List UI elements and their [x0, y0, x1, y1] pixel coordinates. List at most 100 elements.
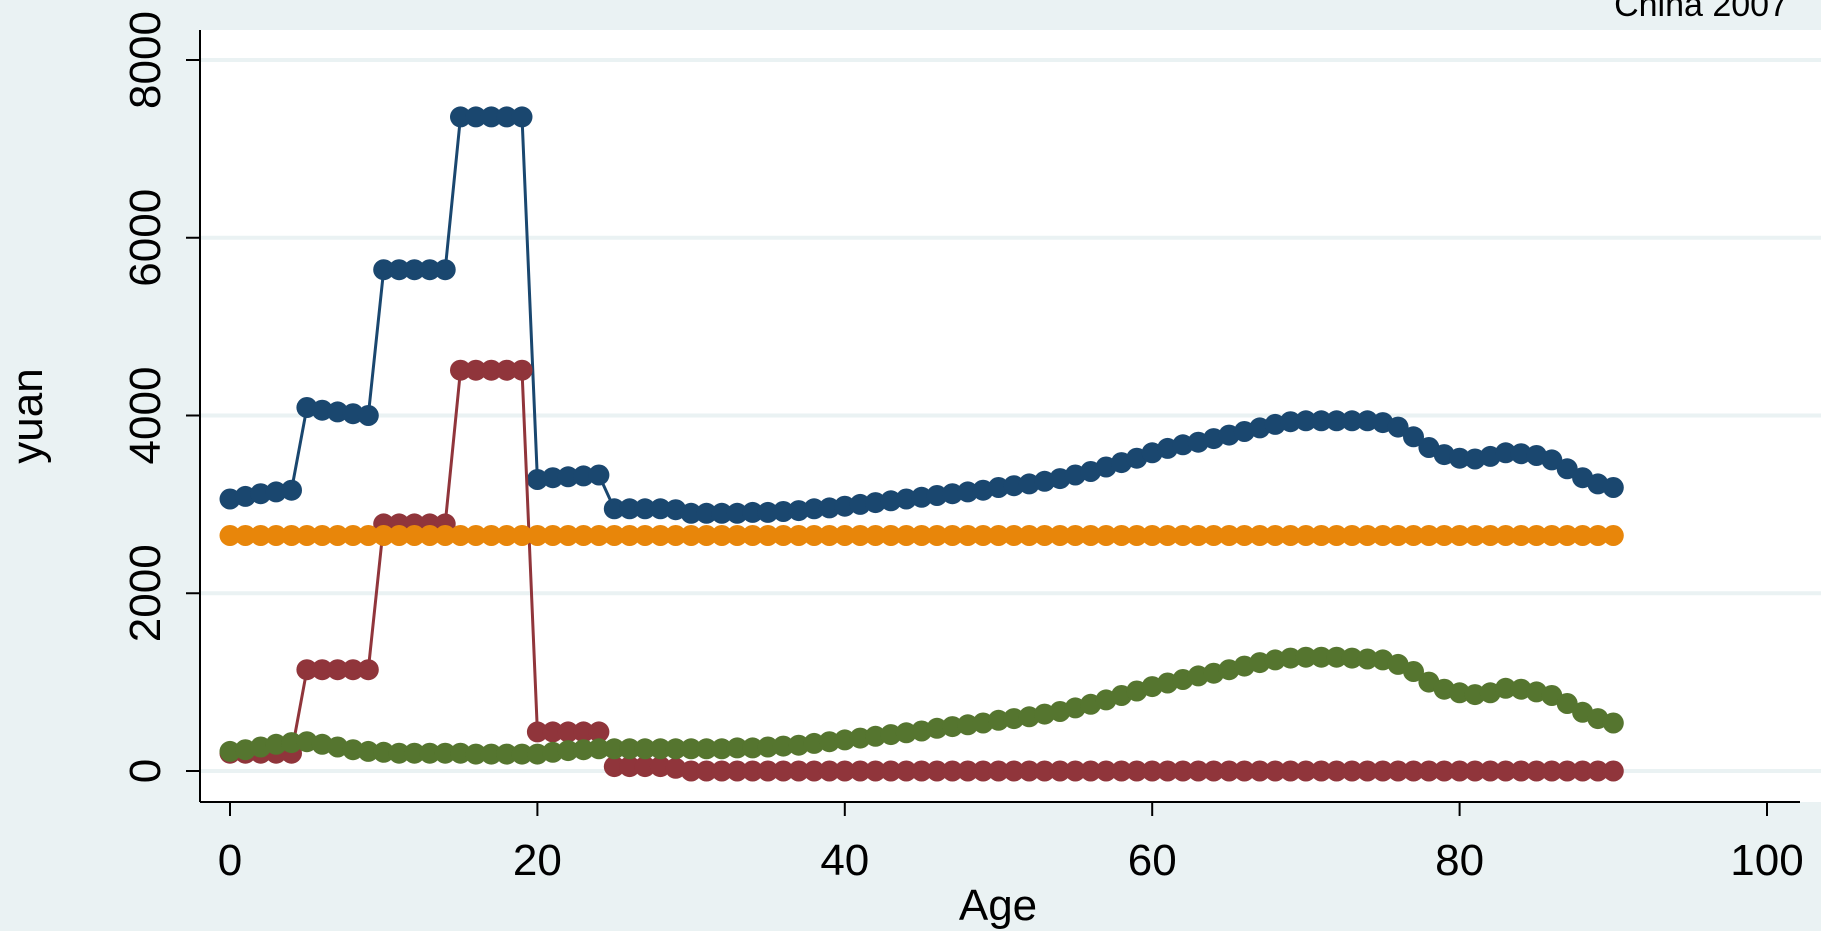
x-tick-label: 100	[1730, 836, 1803, 885]
series-1-point	[496, 106, 518, 128]
series-4-point	[419, 742, 441, 764]
series-3-point	[1233, 525, 1255, 546]
series-2-point	[957, 760, 979, 782]
series-3-point	[1602, 525, 1624, 546]
series-1-point	[895, 488, 917, 510]
series-1-point	[557, 466, 579, 488]
series-4-point	[1264, 649, 1286, 671]
series-1-point	[803, 498, 825, 520]
series-2-point	[1326, 760, 1348, 782]
series-3-point	[419, 525, 441, 546]
series-3-point	[496, 525, 518, 546]
series-3-point	[588, 525, 610, 546]
series-1-point	[373, 259, 395, 281]
series-3-point	[926, 525, 948, 546]
series-4-point	[403, 742, 425, 764]
series-1-point	[634, 498, 656, 520]
series-3-point	[557, 525, 579, 546]
series-1-point	[834, 495, 856, 517]
series-2-point	[1510, 760, 1532, 782]
series-1-point	[526, 469, 548, 490]
series-3-point	[465, 525, 487, 546]
series-2-point	[742, 760, 764, 782]
series-3-point	[788, 525, 810, 546]
series-3-point	[757, 525, 779, 546]
x-tick-label: 20	[513, 836, 562, 885]
series-4-point	[988, 709, 1009, 731]
series-1-point	[726, 502, 748, 524]
series-4-point	[557, 740, 579, 762]
series-2-point	[696, 760, 717, 782]
series-4-point	[1356, 648, 1378, 670]
series-3-point	[834, 525, 856, 546]
y-tick-label: 4000	[121, 367, 170, 465]
series-1-point	[696, 502, 717, 524]
series-2-point	[357, 659, 379, 681]
series-1-point	[342, 403, 364, 425]
series-2-point	[1111, 760, 1132, 782]
series-4-point	[496, 743, 518, 765]
series-4-point	[957, 714, 979, 736]
series-3-point	[373, 525, 395, 546]
series-3-point	[972, 525, 994, 546]
series-2-point	[542, 721, 564, 743]
series-4-point	[1403, 661, 1424, 682]
series-2-point	[1602, 760, 1624, 782]
y-tick-label: 6000	[121, 189, 170, 287]
series-2-point	[1356, 760, 1378, 782]
series-4-point	[742, 737, 764, 759]
series-2-point	[1218, 760, 1240, 782]
y-axis-title: yuan	[3, 368, 52, 463]
series-3-point	[1264, 525, 1286, 546]
series-4-point	[926, 717, 948, 739]
series-3-point	[250, 525, 272, 546]
series-3-point	[265, 525, 287, 546]
series-3-point	[1141, 525, 1163, 546]
x-axis-ticks: 0 20 40 60 80 100	[218, 802, 1804, 885]
series-4-point	[542, 741, 564, 763]
series-2-point	[1449, 760, 1471, 782]
series-3-point	[1572, 525, 1594, 546]
series-2-point	[895, 760, 917, 782]
series-3-point	[680, 525, 702, 546]
series-3-point	[742, 525, 764, 546]
series-3-point	[573, 525, 594, 546]
series-3-point	[711, 525, 733, 546]
series-1-point	[1541, 449, 1563, 471]
series-3-point	[803, 525, 825, 546]
series-2-point	[603, 756, 625, 778]
series-4-point	[757, 736, 779, 758]
series-3-point	[1095, 525, 1117, 546]
series-3-point	[511, 525, 533, 546]
series-4-point	[480, 743, 502, 765]
series-1-point	[265, 481, 287, 503]
series-3-point	[865, 525, 886, 546]
series-2-point	[649, 756, 671, 778]
series-2-point	[849, 760, 871, 782]
series-2-point	[1556, 760, 1578, 782]
series-1-point	[311, 399, 333, 421]
series-3-point	[726, 525, 748, 546]
series-4-point	[634, 738, 656, 760]
series-4-point	[434, 742, 456, 764]
series-3-point	[1034, 525, 1056, 546]
series-2-point	[1541, 760, 1563, 782]
series-1-point	[511, 106, 533, 128]
series-1-point	[1403, 426, 1424, 448]
series-3-point	[311, 525, 333, 546]
series-3-point	[849, 525, 871, 546]
series-3-point	[342, 525, 364, 546]
series-4-point	[803, 732, 825, 754]
series-2-point	[818, 760, 840, 782]
series-2-point	[342, 659, 364, 681]
series-2-point	[772, 760, 794, 782]
series-2-point	[1049, 760, 1071, 782]
series-3-point	[1249, 525, 1271, 546]
series-1-point	[603, 498, 625, 520]
series-2-point	[1187, 760, 1209, 782]
series-1-point	[434, 259, 456, 281]
series-3-point	[403, 525, 425, 546]
series-1-point	[1326, 410, 1348, 432]
series-1-point	[788, 500, 810, 522]
